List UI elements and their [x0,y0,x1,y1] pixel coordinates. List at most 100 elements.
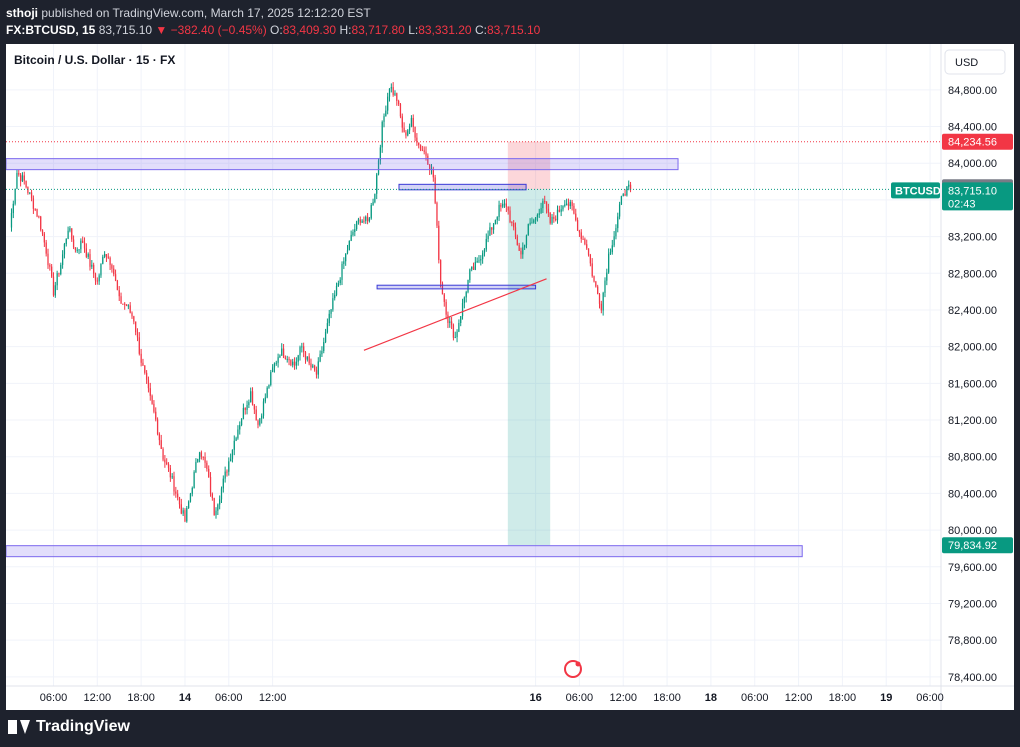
candle-body [555,218,557,221]
candle-body [617,216,619,229]
candle-body [261,415,263,419]
candle-body [217,504,219,511]
candle-body [93,264,95,274]
y-tick-label: 82,000.00 [948,342,997,354]
candle-body [352,231,354,235]
candle-body [463,297,466,304]
candle-body [465,292,467,298]
candle-body [18,172,20,175]
x-tick-label: 16 [529,692,541,704]
x-tick-label: 06:00 [566,692,594,704]
publish-line: sthoji published on TradingView.com, Mar… [6,6,371,20]
candle-body [253,404,255,410]
candle-body [405,132,407,136]
candle-body [239,425,241,430]
candle-body [78,249,80,251]
candle-body [198,452,201,460]
price-label: 79,834.92 [948,540,997,552]
candle-body [162,448,164,460]
candle-body [277,357,279,363]
price-label-bg [942,537,1013,554]
candle-body [474,261,476,270]
candle-body [390,87,392,89]
candle-body [138,337,140,354]
candle-body [231,449,234,459]
candle-body [355,221,358,230]
price-chart[interactable]: 84,800.0084,400.0084,000.0083,600.0083,2… [6,44,1014,710]
upper-resistance-zone[interactable] [6,158,679,171]
candle-body [36,209,38,217]
candle-body [494,220,497,225]
candle-body [575,213,577,221]
candle-body [573,205,575,214]
ohlc-legend: FX:BTCUSD, 15 83,715.10 ▼ −382.40 (−0.45… [6,23,540,37]
candle-body [576,220,579,231]
candle-body [326,323,329,333]
candle-body [295,361,298,366]
range-bottom-box[interactable] [376,284,537,290]
ascending-trendline[interactable] [363,278,547,351]
high-value: 83,717.80 [351,23,405,37]
price-change: ▼ −382.40 (−0.45%) [155,23,267,37]
stop-loss-zone[interactable] [507,141,551,190]
candle-body [418,142,420,146]
candle-body [34,208,36,210]
candle-body [116,280,119,291]
low-label: L: [408,23,419,37]
candle-body [567,203,570,207]
candle-body [16,172,18,189]
candle-body [189,493,192,502]
candle-body [12,203,14,214]
candle-body [262,401,265,416]
y-tick-label: 84,800.00 [948,85,997,97]
candle-body [345,253,347,262]
currency-button[interactable] [944,49,1006,75]
candle-body [10,213,13,228]
candle-body [248,402,250,406]
tradingview-logo[interactable]: TradingView [8,718,130,736]
candle-body [312,365,314,368]
candle-body [483,249,486,254]
candle-body [452,324,455,338]
publisher-name[interactable]: sthoji [6,6,38,20]
candle-body [202,456,204,458]
candle-body [65,238,67,245]
candle-body [503,203,506,205]
candle-body [339,279,341,284]
x-tick-label: 12:00 [785,692,813,704]
candle-body [229,458,232,462]
x-tick-label: 06:00 [40,692,68,704]
candle-body [127,305,129,307]
lower-support-zone[interactable] [6,545,803,558]
publish-header: sthoji published on TradingView.com, Mar… [0,0,1020,44]
high-label: H: [339,23,352,37]
chart-area[interactable]: 84,800.0084,400.0084,000.0083,600.0083,2… [6,44,1014,710]
candle-body [518,245,520,251]
candle-body [450,321,453,325]
candle-body [388,88,391,97]
candle-body [370,205,372,219]
candle-body [25,180,27,188]
candle-body [301,346,303,348]
take-profit-zone[interactable] [507,189,551,546]
candle-body [107,256,109,258]
candle-body [620,196,623,205]
candle-body [171,476,173,478]
candle-body [514,227,517,237]
candle-body [529,222,531,225]
events-icon[interactable] [564,660,582,678]
candle-body [423,150,425,152]
candle-body [186,507,188,522]
candle-body [481,253,484,260]
candle-body [611,245,613,253]
candle-body [618,204,621,217]
candle-body [41,229,44,234]
candle-body [169,468,171,478]
candle-body [74,247,77,250]
candle-body [299,347,301,356]
candle-body [80,240,82,250]
candle-body [208,468,210,478]
candle-body [511,221,513,224]
candle-body [323,342,325,351]
candle-body [354,229,356,232]
